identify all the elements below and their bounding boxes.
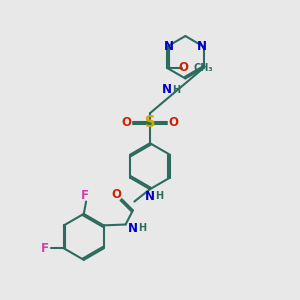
Text: N: N (128, 221, 138, 235)
Text: O: O (122, 116, 131, 128)
Text: N: N (164, 40, 173, 53)
Text: O: O (169, 116, 178, 128)
Text: F: F (41, 242, 49, 255)
Text: N: N (162, 83, 172, 96)
Text: H: H (155, 191, 163, 201)
Text: H: H (172, 85, 180, 94)
Text: O: O (112, 188, 122, 201)
Text: O: O (179, 61, 189, 74)
Text: N: N (145, 190, 155, 203)
Text: CH₃: CH₃ (194, 63, 213, 73)
Text: F: F (81, 189, 89, 202)
Text: H: H (138, 223, 146, 233)
Text: S: S (145, 115, 155, 130)
Text: N: N (197, 40, 207, 53)
